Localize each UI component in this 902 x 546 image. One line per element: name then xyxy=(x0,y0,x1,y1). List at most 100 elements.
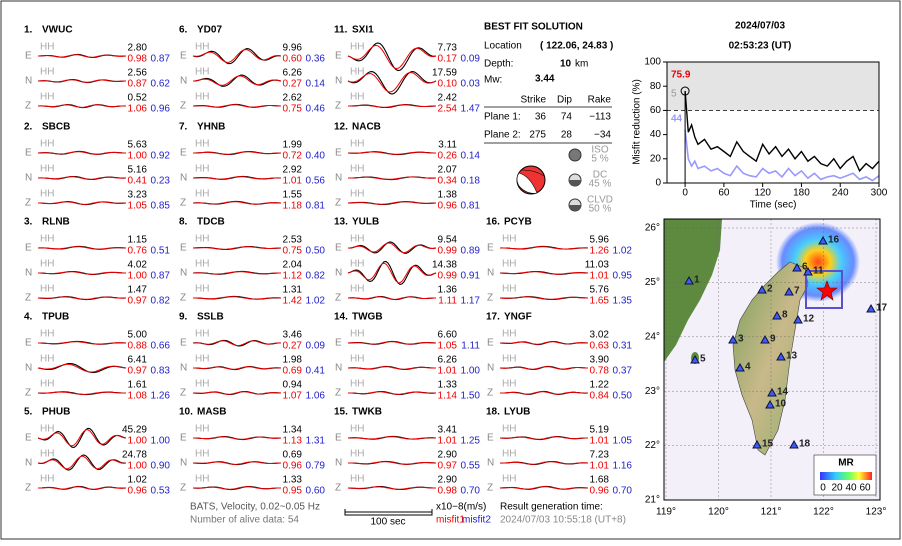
plane-label: Plane 2: xyxy=(484,130,521,141)
component: E xyxy=(335,243,342,254)
synthetic-waveform xyxy=(192,461,281,465)
footer-text: 2024/07/03 10:55:18 (UT+8) xyxy=(500,515,626,526)
synthetic-waveform xyxy=(347,296,436,300)
station-number: 5. xyxy=(24,407,33,418)
unit-label: x10−8(m/s) xyxy=(436,502,486,513)
amplitude: 6.60 xyxy=(438,330,458,341)
amplitude: 6.41 xyxy=(128,355,148,366)
x-tick-label: 240 xyxy=(832,188,849,199)
channel: HH xyxy=(40,329,54,340)
component: N xyxy=(25,76,32,87)
synthetic-waveform xyxy=(499,271,589,275)
amplitude: 1.68 xyxy=(590,475,610,486)
synthetic-waveform xyxy=(348,242,437,254)
misfit2: 1.26 xyxy=(151,391,171,402)
station-marker xyxy=(818,235,828,245)
amplitude: 0.69 xyxy=(283,450,303,461)
peak-marker xyxy=(680,86,690,96)
amplitude: 17.59 xyxy=(432,68,457,79)
station-label: 10 xyxy=(775,399,787,410)
synthetic-waveform xyxy=(37,246,127,250)
component: Z xyxy=(180,388,186,399)
misfit2: 0.36 xyxy=(306,54,326,65)
synthetic-waveform xyxy=(347,486,436,490)
misfit1: 0.95 xyxy=(283,486,303,497)
misfit2: 0.95 xyxy=(613,271,633,282)
misfit1: 0.27 xyxy=(283,341,303,352)
depth: 10 xyxy=(560,59,572,70)
channel: HH xyxy=(195,234,209,245)
misfit1: 0.99 xyxy=(438,271,458,282)
misfit1: 0.98 xyxy=(128,54,148,65)
station-name: YULB xyxy=(352,217,379,228)
synthetic-waveform xyxy=(192,246,282,250)
synthetic-waveform xyxy=(38,271,126,275)
component: Z xyxy=(335,101,341,112)
plane-value: 74 xyxy=(561,112,573,123)
misfit1: 0.97 xyxy=(128,296,148,307)
component: E xyxy=(487,433,494,444)
amplitude: 1.22 xyxy=(590,380,610,391)
amplitude: 2.56 xyxy=(128,68,148,79)
map-frame xyxy=(663,218,881,501)
misfit2: 0.92 xyxy=(151,151,171,162)
misfit1: 1.01 xyxy=(590,461,610,472)
beachball-nodal xyxy=(521,169,545,177)
amplitude: 2.04 xyxy=(283,260,303,271)
station-label: 2 xyxy=(767,284,773,295)
unit: km xyxy=(575,59,588,70)
footer-text: Number of alive data: 54 xyxy=(190,515,299,526)
amplitude: 9.54 xyxy=(438,235,458,246)
synthetic-waveform xyxy=(348,176,437,180)
station-number: 14. xyxy=(334,312,348,323)
annotation: 75.9 xyxy=(671,70,691,81)
component: Z xyxy=(335,293,341,304)
misfit1: 0.87 xyxy=(128,79,148,90)
footer-text: BATS, Velocity, 0.02~0.05 Hz xyxy=(190,502,320,513)
synthetic-waveform xyxy=(347,341,437,345)
channel: HH xyxy=(502,474,516,485)
synthetic-waveform xyxy=(499,366,588,370)
misfit2: 1.31 xyxy=(306,436,326,447)
component: E xyxy=(25,433,32,444)
amplitude: 2.90 xyxy=(438,450,458,461)
component: N xyxy=(335,173,342,184)
amplitude: 2.42 xyxy=(438,93,458,104)
station-marker xyxy=(757,284,767,294)
synthetic-waveform xyxy=(192,201,282,205)
component: E xyxy=(335,148,342,159)
synthetic-waveform xyxy=(347,151,436,155)
misfit2: 0.62 xyxy=(151,79,171,90)
misfit1: 1.01 xyxy=(438,366,458,377)
station-marker xyxy=(803,266,813,276)
x-tick-label: 300 xyxy=(871,188,888,199)
misfit2: 0.46 xyxy=(306,104,326,115)
misfit2: 0.82 xyxy=(151,296,171,307)
misfit1: 0.63 xyxy=(590,341,610,352)
component: Z xyxy=(335,198,341,209)
misfit2: 0.50 xyxy=(613,391,633,402)
channel: HH xyxy=(350,189,364,200)
synthetic-waveform xyxy=(37,429,127,447)
synthetic-waveform xyxy=(499,436,588,440)
inversion-box xyxy=(805,270,843,309)
misfit1: 1.07 xyxy=(283,391,303,402)
channel: HH xyxy=(40,42,54,53)
misfit2: 0.91 xyxy=(461,271,481,282)
component: N xyxy=(335,76,342,87)
component: E xyxy=(487,338,494,349)
component: N xyxy=(25,458,32,469)
channel: HH xyxy=(502,329,516,340)
component: Z xyxy=(180,198,186,209)
station-label: 7 xyxy=(794,286,800,297)
component: N xyxy=(487,458,494,469)
lon-label: 120° xyxy=(708,507,729,518)
station-name: NACB xyxy=(352,122,381,133)
component: Z xyxy=(25,198,31,209)
station-marker xyxy=(735,362,745,372)
colorbar-tick: 0 xyxy=(820,483,826,494)
component: Z xyxy=(487,293,493,304)
station-marker xyxy=(765,399,775,409)
